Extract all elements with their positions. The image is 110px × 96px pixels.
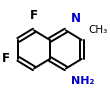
- Text: CH₃: CH₃: [89, 25, 108, 35]
- Text: F: F: [2, 52, 10, 65]
- Text: N: N: [71, 12, 81, 25]
- Text: F: F: [30, 9, 38, 22]
- Text: NH₂: NH₂: [71, 76, 95, 86]
